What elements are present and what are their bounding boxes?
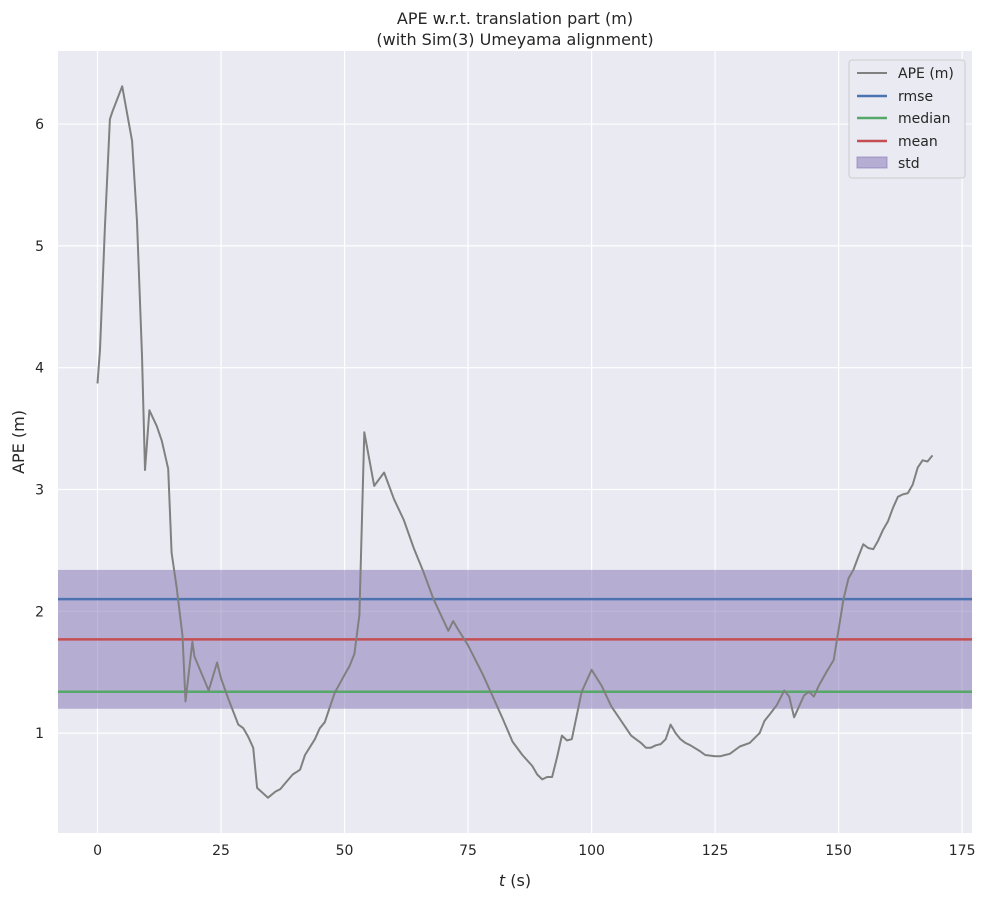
x-tick-label: 50 (336, 843, 354, 859)
x-tick-labels: 0 25 50 75 100 125 150 175 (93, 843, 975, 859)
legend-mean-label: mean (898, 134, 938, 150)
x-tick-label: 75 (459, 843, 477, 859)
legend-rmse-label: rmse (898, 89, 933, 105)
legend: APE (m) rmse median mean std (848, 59, 966, 179)
plot-area (58, 51, 972, 833)
chart-title: APE w.r.t. translation part (m) (397, 9, 633, 28)
y-tick-label: 2 (35, 604, 44, 620)
x-tick-label: 125 (702, 843, 729, 859)
y-tick-label: 5 (35, 239, 44, 255)
legend-box (848, 59, 966, 179)
y-tick-label: 6 (35, 117, 44, 133)
ape-series-line (96, 85, 934, 799)
grid (58, 51, 972, 833)
x-tick-label: 25 (212, 843, 230, 859)
y-tick-label: 3 (35, 483, 44, 499)
legend-median-label: median (898, 111, 950, 127)
y-tick-label: 1 (35, 726, 44, 742)
legend-std-label: std (898, 156, 920, 172)
x-axis-label: t (s) (499, 871, 531, 890)
y-tick-label: 4 (35, 361, 44, 377)
y-tick-labels: 1 2 3 4 5 6 (35, 117, 44, 742)
x-tick-label: 150 (825, 843, 852, 859)
x-tick-label: 0 (93, 843, 102, 859)
y-axis-label: APE (m) (9, 410, 28, 474)
legend-ape-label: APE (m) (898, 66, 954, 82)
chart-subtitle: (with Sim(3) Umeyama alignment) (376, 30, 653, 49)
x-tick-label: 100 (578, 843, 605, 859)
legend-std-swatch (856, 156, 888, 169)
x-tick-label: 175 (949, 843, 976, 859)
